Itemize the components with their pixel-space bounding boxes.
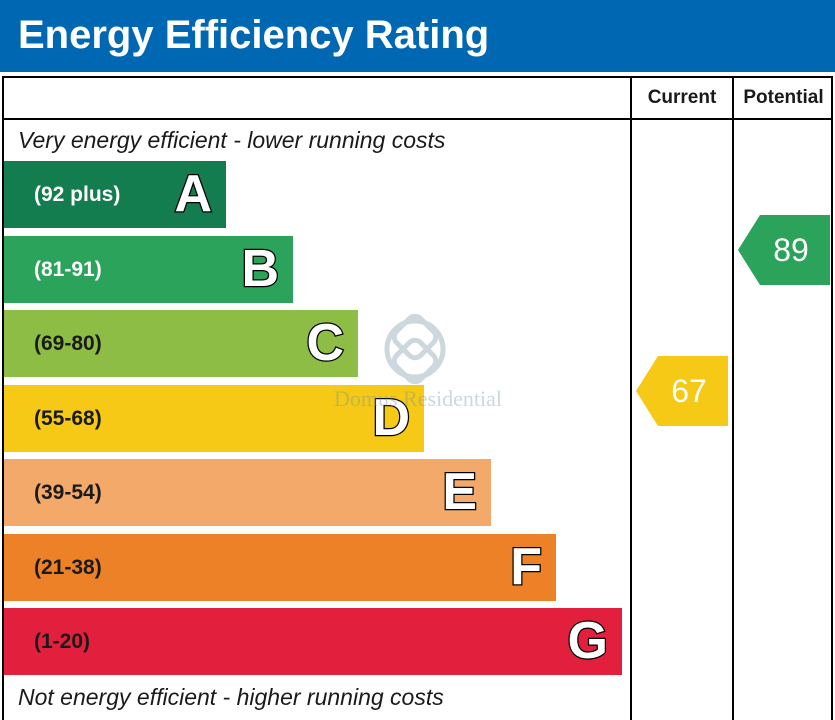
current-column-divider <box>630 76 632 720</box>
rating-band-b: (81-91) B <box>4 235 293 303</box>
potential-rating-value: 89 <box>773 232 809 268</box>
band-letter: D <box>371 387 411 448</box>
watermark: Domus Residential <box>318 312 518 412</box>
watermark-text: Domus Residential <box>333 386 503 411</box>
band-letter: C <box>305 313 345 374</box>
band-letter: B <box>240 238 280 299</box>
band-range-label: (81-91) <box>34 257 102 281</box>
band-range-label: (55-68) <box>34 406 102 430</box>
current-rating-value: 67 <box>671 373 707 409</box>
band-letter: A <box>173 164 213 225</box>
current-column-header: Current <box>647 87 717 108</box>
band-range-label: (39-54) <box>34 481 102 504</box>
rating-band-d: (55-68) D <box>4 384 424 452</box>
rating-band-e: (39-54) E <box>4 459 491 526</box>
chart-title: Energy Efficiency Rating <box>18 13 490 57</box>
chart-frame <box>2 76 833 720</box>
header-bar: Energy Efficiency Rating <box>0 0 835 72</box>
current-rating-arrow: 67 <box>636 356 728 426</box>
potential-rating-arrow: 89 <box>738 215 830 285</box>
rating-band-a: (92 plus) A <box>4 161 226 228</box>
band-range-label: (69-80) <box>34 332 102 355</box>
potential-column-header: Potential <box>743 87 824 108</box>
band-letter: G <box>566 611 609 672</box>
band-range-label: (92 plus) <box>34 183 121 206</box>
rating-band-f: (21-38) F <box>4 533 556 601</box>
band-range-label: (21-38) <box>34 555 102 579</box>
band-letter: F <box>509 536 543 597</box>
interlaced-knot-logo-icon <box>384 313 446 385</box>
rating-band-c: (69-80) C <box>4 310 358 377</box>
top-note: Very energy efficient - lower running co… <box>18 127 446 153</box>
band-letter: E <box>441 462 478 523</box>
potential-column-divider <box>732 76 734 720</box>
band-range-label: (1-20) <box>34 630 91 653</box>
bottom-note: Not energy efficient - higher running co… <box>18 684 444 710</box>
header-divider <box>2 118 833 120</box>
rating-band-g: (1-20) G <box>4 608 622 675</box>
